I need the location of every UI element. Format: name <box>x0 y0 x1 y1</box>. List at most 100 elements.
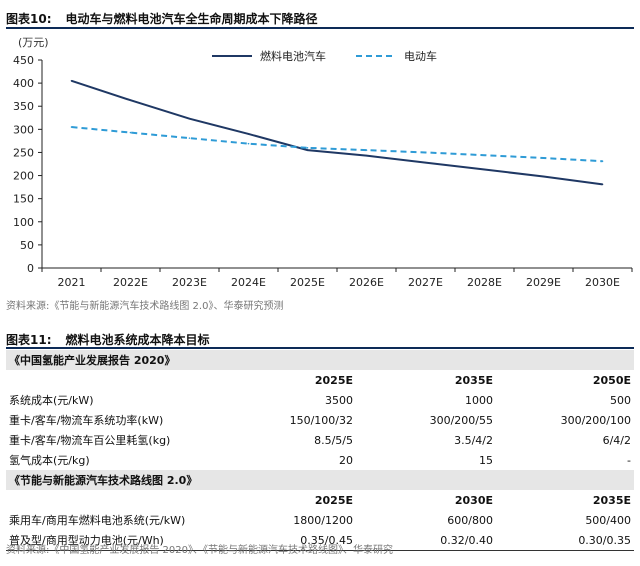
data-point <box>424 161 427 164</box>
table-cell: 8.5/5/5 <box>314 433 353 447</box>
table-cell: 3500 <box>325 393 353 407</box>
section-header-row: 《节能与新能源汽车技术路线图 2.0》 <box>6 470 635 490</box>
table-row: 乘用车/商用车燃料电池系统(元/kW) 1800/1200 600/800 50… <box>6 510 634 530</box>
x-tick-label: 2024E <box>231 276 266 289</box>
x-tick-label: 2030E <box>585 276 620 289</box>
table-cell: 3.5/4/2 <box>454 433 493 447</box>
column-header-row: 2025E 2035E 2050E <box>6 370 634 390</box>
row-label: 重卡/客车/物流车百公里耗氢(kg) <box>9 434 171 447</box>
data-point <box>542 175 545 178</box>
legend-label: 电动车 <box>404 49 437 63</box>
section-title: 《中国氢能产业发展报告 2020》 <box>6 350 635 370</box>
figure-10-rule <box>6 27 634 29</box>
y-tick-label: 350 <box>13 100 34 113</box>
column-header-row: 2025E 2030E 2035E <box>6 490 634 510</box>
data-point <box>483 168 486 171</box>
y-tick-label: 50 <box>20 239 34 252</box>
series-layer <box>70 79 604 186</box>
data-point <box>247 142 250 145</box>
column-header <box>6 370 238 390</box>
data-point <box>306 149 309 151</box>
figure-11-source: 资料来源:《中国氢能产业发展报告 2020》、《节能与新能源汽车技术路线图》、华… <box>6 545 393 556</box>
table-row: 氢气成本(元/kg) 20 15 - <box>6 450 634 470</box>
x-tick-label: 2028E <box>467 276 502 289</box>
table-cell: 500 <box>610 393 632 407</box>
row-label: 重卡/客车/物流车系统功率(kW) <box>9 414 164 427</box>
data-point <box>542 157 545 159</box>
data-point <box>70 80 73 82</box>
table-cell: 300/200/100 <box>560 413 632 427</box>
column-header: 2030E <box>454 493 493 507</box>
table-cell: 0.32/0.40 <box>356 530 496 551</box>
table-cell: 0.35/0.45 <box>238 530 356 551</box>
row-label: 氢气成本(元/kg) <box>9 454 90 467</box>
y-tick-label: 400 <box>13 77 34 90</box>
table-row: 重卡/客车/物流车系统功率(kW) 150/100/32 300/200/55 … <box>6 410 634 430</box>
x-tick-label: 2022E <box>113 276 148 289</box>
section-header-row: 《中国氢能产业发展报告 2020》 <box>6 350 635 370</box>
data-point <box>365 149 368 151</box>
y-tick-label: 100 <box>13 216 34 229</box>
data-point <box>601 183 604 186</box>
data-point <box>129 99 132 102</box>
column-header: 2050E <box>592 373 632 387</box>
data-point <box>365 154 368 157</box>
data-point <box>129 131 132 134</box>
data-point <box>306 147 309 149</box>
x-tick-label: 2021 <box>58 276 86 289</box>
x-tick-label: 2027E <box>408 276 443 289</box>
table-cell: 0.30/0.35 <box>496 530 635 551</box>
figure-10-title-text: 电动车与燃料电池汽车全生命周期成本下降路径 <box>65 12 318 26</box>
legend: 燃料电池汽车 电动车 <box>212 49 437 63</box>
row-label: 乘用车/商用车燃料电池系统(元/kW) <box>9 514 186 527</box>
column-header: 2035E <box>592 493 632 507</box>
series-line-fuel-cell <box>71 79 603 186</box>
table-cell: 1800/1200 <box>293 513 353 527</box>
row-label: 系统成本(元/kW) <box>9 394 94 407</box>
x-tick-label: 2025E <box>290 276 325 289</box>
figure-10-source: 资料来源:《节能与新能源汽车技术路线图 2.0》、华泰研究预测 <box>6 301 284 312</box>
x-tick-label: 2029E <box>526 276 561 289</box>
data-point <box>483 154 486 157</box>
y-tick-label: 150 <box>13 193 34 206</box>
x-tick-label: 2026E <box>349 276 384 289</box>
data-point <box>247 133 250 135</box>
data-point <box>424 151 427 154</box>
table-cell: 6/4/2 <box>602 433 632 447</box>
y-tick-label: 300 <box>13 123 34 136</box>
table-cell: - <box>627 453 632 467</box>
column-header: 2025E <box>314 493 353 507</box>
table-cell: 300/200/55 <box>429 413 493 427</box>
table-row: 系统成本(元/kW) 3500 1000 500 <box>6 390 634 410</box>
column-header: 2035E <box>454 373 493 387</box>
figure-11-rule <box>6 347 634 349</box>
legend-label: 燃料电池汽车 <box>260 49 326 63</box>
figure-11-label: 图表11: <box>6 333 52 347</box>
data-point <box>188 117 191 120</box>
section-title: 《节能与新能源汽车技术路线图 2.0》 <box>6 470 635 490</box>
x-tick-label: 2023E <box>172 276 207 289</box>
y-tick-label: 0 <box>27 262 34 275</box>
figure-10-title: 图表10: 电动车与燃料电池汽车全生命周期成本下降路径 <box>6 10 318 27</box>
table-cell: 1000 <box>465 393 493 407</box>
series-line-electric <box>71 126 603 163</box>
data-point <box>188 137 191 139</box>
table-row: 普及型/商用型动力电池(元/Wh) 0.35/0.45 0.32/0.40 0.… <box>6 530 635 551</box>
y-tick-label: 200 <box>13 170 34 183</box>
y-tick-label: 450 <box>13 54 34 67</box>
figure-11-title-text: 燃料电池系统成本降本目标 <box>65 333 210 347</box>
y-tick-label: 250 <box>13 146 34 159</box>
figure-11-title: 图表11: 燃料电池系统成本降本目标 <box>6 331 210 348</box>
data-point <box>70 126 73 128</box>
column-header <box>6 490 238 510</box>
data-point <box>601 160 604 163</box>
table-cell: 15 <box>479 453 493 467</box>
table-cell: 150/100/32 <box>289 413 353 427</box>
x-axis: 2021 2022E 2023E 2024E 2025E 2026E 2027E 2028E 2… <box>41 267 633 289</box>
table-cell: 20 <box>339 453 353 467</box>
y-unit-label: (万元) <box>18 36 49 49</box>
figure-10-label: 图表10: <box>6 12 52 26</box>
table-cell: 500/400 <box>585 513 632 527</box>
row-label: 普及型/商用型动力电池(元/Wh) <box>6 530 238 551</box>
